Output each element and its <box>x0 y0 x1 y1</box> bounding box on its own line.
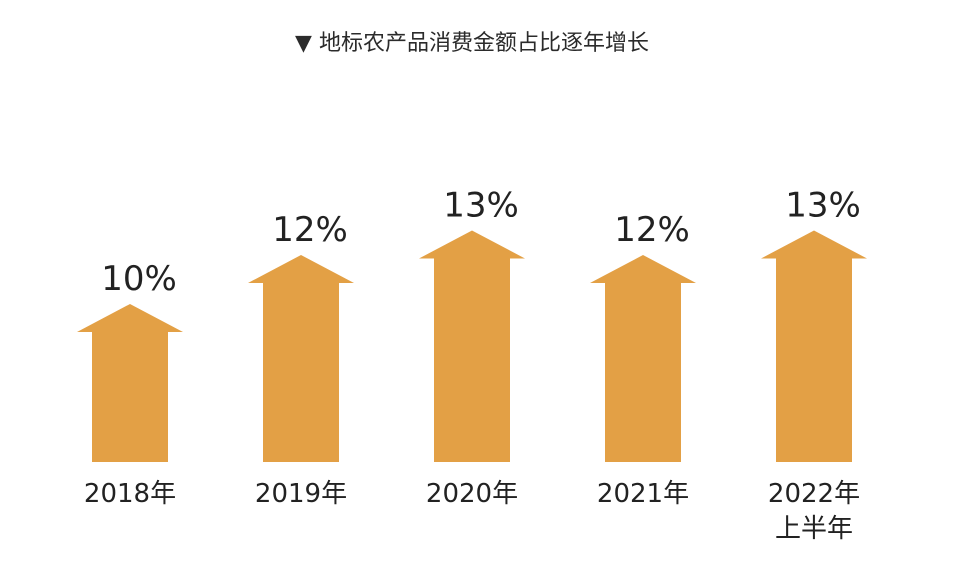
x-tick-label: 2020年 <box>426 479 518 509</box>
x-tick-label: 2019年 <box>255 479 347 509</box>
x-tick-label: 2021年 <box>597 479 689 509</box>
x-tick-label: 2018年 <box>84 479 176 509</box>
data-label: 12% <box>614 210 690 250</box>
arrow-bar <box>419 230 525 462</box>
chart-title: ▼ 地标农产品消费金额占比逐年增长 <box>295 31 649 56</box>
arrow-bars: 10% 2018年 12% 2019年 13% 2020年 12% 2021年 13% 2022年… <box>77 186 867 544</box>
arrow-bar <box>761 230 867 462</box>
data-label: 10% <box>101 259 177 299</box>
x-tick-label: 2022年上半年 <box>768 479 860 544</box>
arrow-bar <box>77 304 183 462</box>
data-label: 12% <box>272 210 348 250</box>
data-label: 13% <box>443 186 519 226</box>
data-label: 13% <box>785 186 861 226</box>
arrow-bar <box>248 255 354 462</box>
arrow-bar <box>590 255 696 462</box>
